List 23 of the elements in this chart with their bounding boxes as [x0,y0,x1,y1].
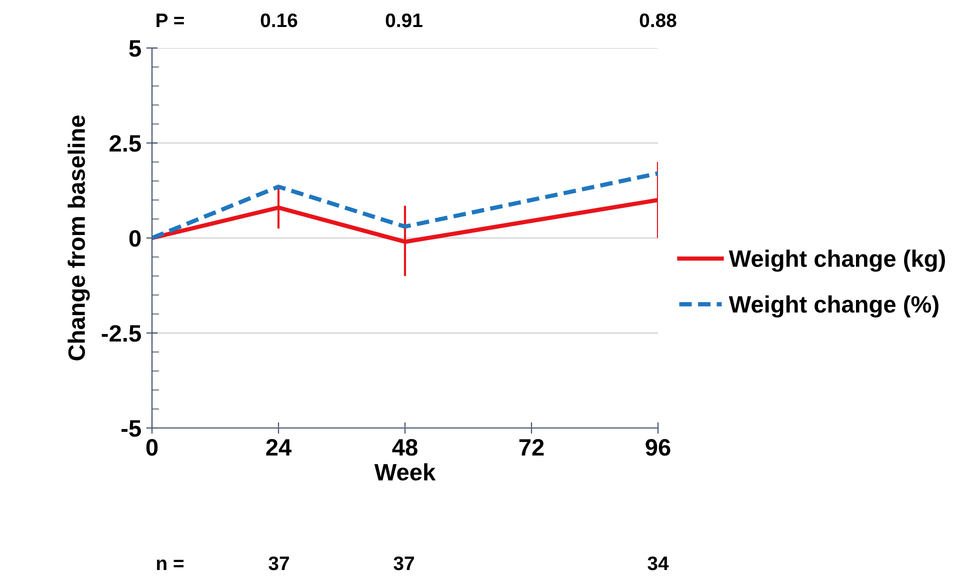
text: 0.91 [386,13,422,28]
text: P = [156,14,184,28]
x-tick-label: 0 [146,439,158,456]
y-tick-label: 5 [129,40,141,57]
legend-label: Weight change (%) [728,295,938,318]
text: 37 [268,556,289,570]
legend-label: Weight change (kg) [728,250,945,272]
x-axis-title: Week [374,463,436,481]
line-series [152,171,658,240]
text: 0.16 [260,13,298,28]
x-tick-label: 24 [266,439,292,456]
y-tick-label: 2.5 [110,135,141,152]
x-tick-label: 96 [646,439,670,456]
text: 0.88 [640,13,676,28]
y-axis-title: Change from baseline [68,115,90,360]
text: 37 [394,556,414,570]
y-tick-label: 0 [129,230,141,247]
x-tick-label: 72 [519,439,544,456]
text: n = [156,560,184,570]
y-tick-label: -5 [122,420,141,437]
text: 34 [648,556,669,570]
x-tick-label: 48 [392,439,418,456]
y-tick-label: -2.5 [102,325,141,342]
